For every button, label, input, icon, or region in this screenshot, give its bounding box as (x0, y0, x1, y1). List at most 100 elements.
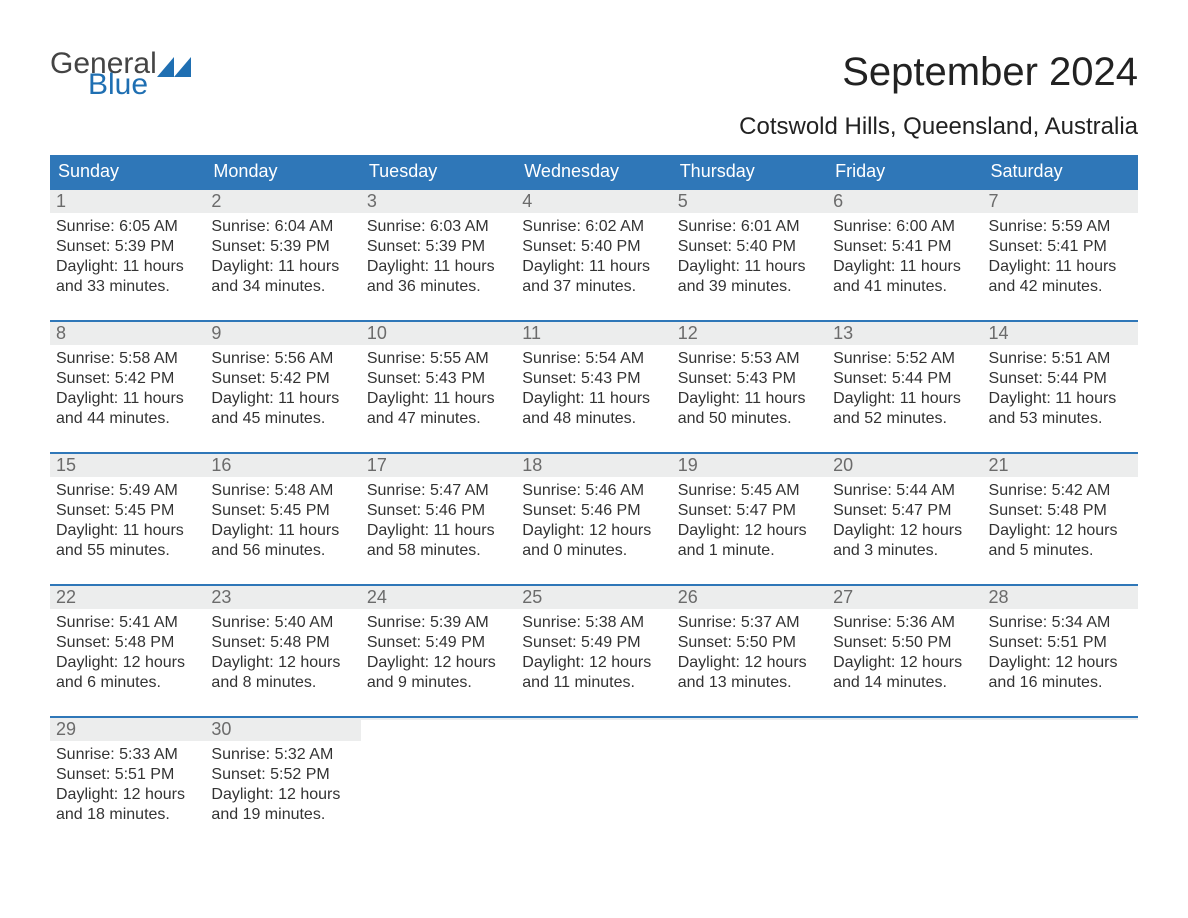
day-body: Sunrise: 6:02 AMSunset: 5:40 PMDaylight:… (516, 213, 671, 299)
day-line-d1: Daylight: 11 hours (367, 257, 510, 277)
day-body: Sunrise: 5:56 AMSunset: 5:42 PMDaylight:… (205, 345, 360, 431)
day-number-row: 14 (983, 322, 1138, 345)
calendar-week: 29Sunrise: 5:33 AMSunset: 5:51 PMDayligh… (50, 716, 1138, 830)
day-number-row: 2 (205, 190, 360, 213)
day-number-row: 9 (205, 322, 360, 345)
calendar-day: 30Sunrise: 5:32 AMSunset: 5:52 PMDayligh… (205, 718, 360, 830)
day-body: Sunrise: 5:44 AMSunset: 5:47 PMDaylight:… (827, 477, 982, 563)
day-number: 4 (522, 191, 532, 211)
day-number: 13 (833, 323, 853, 343)
day-line-d1: Daylight: 11 hours (211, 389, 354, 409)
day-number-row: 16 (205, 454, 360, 477)
day-body: Sunrise: 5:38 AMSunset: 5:49 PMDaylight:… (516, 609, 671, 695)
day-body: Sunrise: 6:05 AMSunset: 5:39 PMDaylight:… (50, 213, 205, 299)
day-line-d1: Daylight: 12 hours (833, 521, 976, 541)
day-number-row: 1 (50, 190, 205, 213)
day-header: Thursday (672, 155, 827, 188)
calendar-day: 2Sunrise: 6:04 AMSunset: 5:39 PMDaylight… (205, 190, 360, 302)
day-body (827, 720, 982, 726)
calendar-day: 1Sunrise: 6:05 AMSunset: 5:39 PMDaylight… (50, 190, 205, 302)
day-number: 26 (678, 587, 698, 607)
calendar-day: 5Sunrise: 6:01 AMSunset: 5:40 PMDaylight… (672, 190, 827, 302)
day-line-d2: and 37 minutes. (522, 277, 665, 297)
day-line-sunrise: Sunrise: 5:40 AM (211, 613, 354, 633)
calendar-day (672, 718, 827, 830)
day-line-sunrise: Sunrise: 6:03 AM (367, 217, 510, 237)
day-line-sunset: Sunset: 5:40 PM (678, 237, 821, 257)
day-line-d2: and 13 minutes. (678, 673, 821, 693)
day-number: 8 (56, 323, 66, 343)
day-line-sunset: Sunset: 5:40 PM (522, 237, 665, 257)
calendar-day: 20Sunrise: 5:44 AMSunset: 5:47 PMDayligh… (827, 454, 982, 566)
day-line-d2: and 41 minutes. (833, 277, 976, 297)
day-body: Sunrise: 5:54 AMSunset: 5:43 PMDaylight:… (516, 345, 671, 431)
calendar-day: 15Sunrise: 5:49 AMSunset: 5:45 PMDayligh… (50, 454, 205, 566)
day-line-d1: Daylight: 11 hours (989, 389, 1132, 409)
day-number-row: 28 (983, 586, 1138, 609)
day-line-sunset: Sunset: 5:49 PM (367, 633, 510, 653)
day-line-d1: Daylight: 12 hours (56, 785, 199, 805)
day-line-sunrise: Sunrise: 5:44 AM (833, 481, 976, 501)
day-number-row: 5 (672, 190, 827, 213)
day-number-row: 13 (827, 322, 982, 345)
day-number: 14 (989, 323, 1009, 343)
day-line-sunrise: Sunrise: 5:46 AM (522, 481, 665, 501)
day-line-d2: and 6 minutes. (56, 673, 199, 693)
day-line-sunrise: Sunrise: 5:42 AM (989, 481, 1132, 501)
day-body: Sunrise: 5:59 AMSunset: 5:41 PMDaylight:… (983, 213, 1138, 299)
day-number: 1 (56, 191, 66, 211)
day-number: 23 (211, 587, 231, 607)
day-line-d1: Daylight: 11 hours (367, 389, 510, 409)
day-line-d2: and 56 minutes. (211, 541, 354, 561)
day-number-row: 17 (361, 454, 516, 477)
day-line-sunset: Sunset: 5:47 PM (678, 501, 821, 521)
day-body: Sunrise: 5:55 AMSunset: 5:43 PMDaylight:… (361, 345, 516, 431)
day-number-row: 20 (827, 454, 982, 477)
day-line-d2: and 3 minutes. (833, 541, 976, 561)
day-header: Tuesday (361, 155, 516, 188)
day-line-sunrise: Sunrise: 6:04 AM (211, 217, 354, 237)
day-line-d1: Daylight: 12 hours (522, 653, 665, 673)
calendar-day: 29Sunrise: 5:33 AMSunset: 5:51 PMDayligh… (50, 718, 205, 830)
day-body: Sunrise: 6:04 AMSunset: 5:39 PMDaylight:… (205, 213, 360, 299)
day-number: 22 (56, 587, 76, 607)
day-line-d2: and 16 minutes. (989, 673, 1132, 693)
day-line-d1: Daylight: 11 hours (833, 257, 976, 277)
day-line-sunrise: Sunrise: 5:32 AM (211, 745, 354, 765)
day-line-d2: and 36 minutes. (367, 277, 510, 297)
calendar-day: 16Sunrise: 5:48 AMSunset: 5:45 PMDayligh… (205, 454, 360, 566)
day-number: 2 (211, 191, 221, 211)
day-number: 27 (833, 587, 853, 607)
day-line-sunrise: Sunrise: 5:59 AM (989, 217, 1132, 237)
day-number: 11 (522, 323, 541, 343)
day-line-sunrise: Sunrise: 5:41 AM (56, 613, 199, 633)
calendar-day: 19Sunrise: 5:45 AMSunset: 5:47 PMDayligh… (672, 454, 827, 566)
day-body: Sunrise: 5:34 AMSunset: 5:51 PMDaylight:… (983, 609, 1138, 695)
day-body: Sunrise: 6:03 AMSunset: 5:39 PMDaylight:… (361, 213, 516, 299)
day-body: Sunrise: 5:41 AMSunset: 5:48 PMDaylight:… (50, 609, 205, 695)
day-body: Sunrise: 5:36 AMSunset: 5:50 PMDaylight:… (827, 609, 982, 695)
day-line-sunrise: Sunrise: 6:02 AM (522, 217, 665, 237)
calendar-day: 8Sunrise: 5:58 AMSunset: 5:42 PMDaylight… (50, 322, 205, 434)
day-number: 10 (367, 323, 387, 343)
day-body: Sunrise: 5:47 AMSunset: 5:46 PMDaylight:… (361, 477, 516, 563)
day-line-d2: and 45 minutes. (211, 409, 354, 429)
day-line-sunset: Sunset: 5:46 PM (367, 501, 510, 521)
day-number-row: 8 (50, 322, 205, 345)
day-number: 20 (833, 455, 853, 475)
day-line-sunrise: Sunrise: 5:39 AM (367, 613, 510, 633)
day-line-sunrise: Sunrise: 5:34 AM (989, 613, 1132, 633)
day-number: 21 (989, 455, 1009, 475)
day-line-d1: Daylight: 12 hours (833, 653, 976, 673)
day-body (672, 720, 827, 726)
day-line-d2: and 48 minutes. (522, 409, 665, 429)
day-line-d2: and 19 minutes. (211, 805, 354, 825)
day-number: 30 (211, 719, 231, 739)
calendar-week: 8Sunrise: 5:58 AMSunset: 5:42 PMDaylight… (50, 320, 1138, 434)
day-line-sunset: Sunset: 5:43 PM (522, 369, 665, 389)
day-line-sunset: Sunset: 5:48 PM (989, 501, 1132, 521)
day-line-d2: and 5 minutes. (989, 541, 1132, 561)
day-line-sunset: Sunset: 5:51 PM (56, 765, 199, 785)
day-line-sunset: Sunset: 5:44 PM (989, 369, 1132, 389)
day-number-row: 10 (361, 322, 516, 345)
